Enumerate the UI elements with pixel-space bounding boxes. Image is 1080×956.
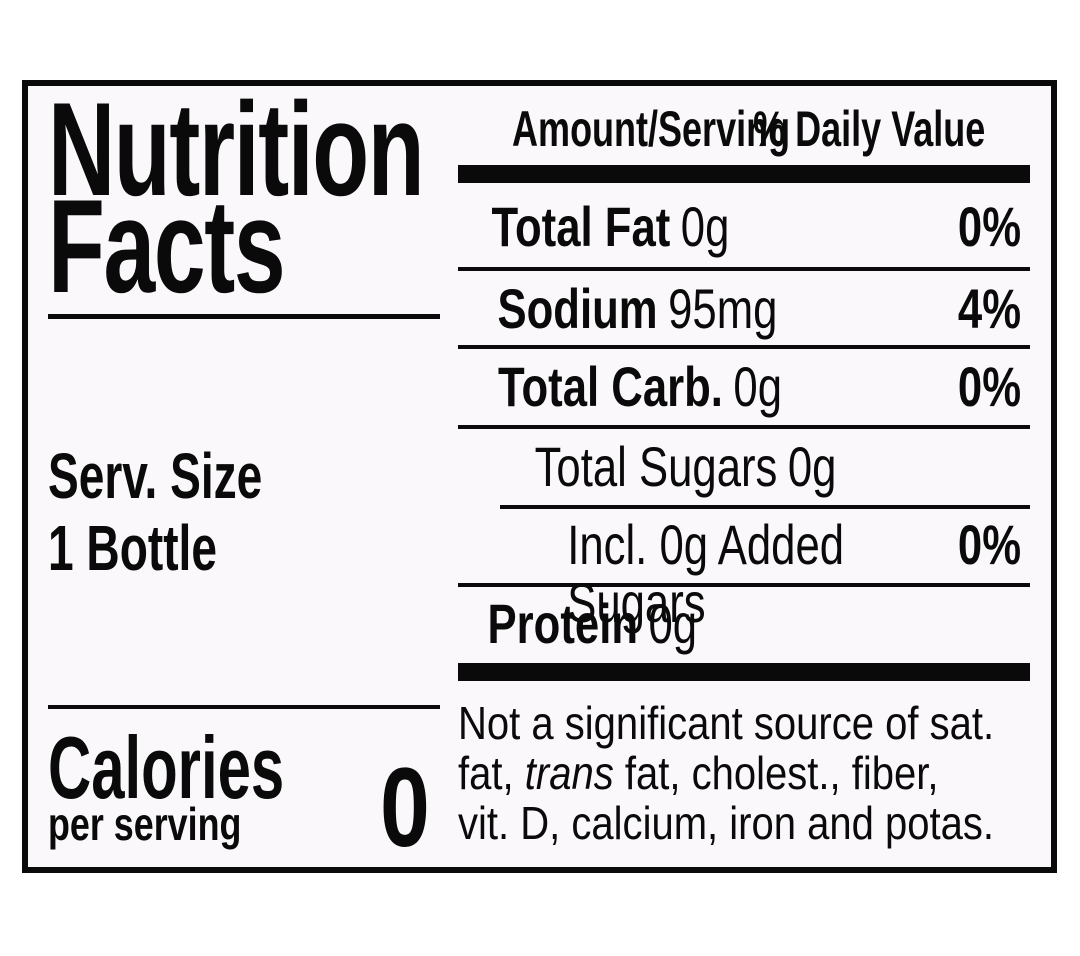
- calories-per-serving-label: per serving: [48, 798, 242, 850]
- nutrient-daily-value: 0%: [957, 513, 1022, 576]
- nutrient-name: Total Sugars: [534, 435, 778, 498]
- nutrients-panel: Amount/Serving % Daily Value Total Fat 0g…: [458, 86, 1030, 867]
- nutrient-amount: 0g: [733, 355, 783, 418]
- nutrient-row-protein: Protein 0g: [458, 595, 1030, 653]
- title-line-2: Facts: [48, 173, 286, 321]
- title-line-1: Nutrition: [48, 76, 425, 224]
- nutrient-amount: 0g: [680, 195, 730, 258]
- nutrient-row-sodium: Sodium 95mg 4%: [458, 280, 1030, 338]
- footnote-line-2: fat, trans fat, cholest., fiber,: [458, 747, 939, 799]
- protein-separator-bar: [458, 663, 1030, 681]
- footnote-line-1: Not a significant source of sat.: [458, 697, 995, 749]
- footnote-italic-trans: trans: [524, 747, 614, 799]
- footnote-line-3: vit. D, calcium, iron and potas.: [458, 797, 995, 849]
- column-header-row: Amount/Serving % Daily Value: [458, 103, 1030, 155]
- nutrient-row-total-sugars: Total Sugars 0g: [458, 438, 1030, 496]
- nutrition-facts-label: Nutrition Facts Serv. Size 1 Bottle Calo…: [22, 80, 1057, 873]
- nutrient-name: Protein: [487, 592, 639, 655]
- nutrient-name: Sodium: [497, 277, 658, 340]
- title-underline: [48, 314, 440, 319]
- added-sugars-divider: [500, 505, 1030, 509]
- row-divider: [458, 345, 1030, 349]
- footnote: Not a significant source of sat. fat, tr…: [458, 698, 1030, 848]
- label-title: Nutrition Facts: [48, 76, 584, 321]
- nutrient-daily-value: 4%: [957, 277, 1022, 340]
- column-header-amount: Amount/Serving: [512, 101, 791, 157]
- row-divider: [458, 583, 1030, 587]
- calories-label: Calories: [48, 718, 285, 817]
- nutrient-name: Total Carb.: [498, 355, 723, 418]
- nutrient-amount: 95mg: [668, 277, 778, 340]
- column-header-daily-value: % Daily Value: [752, 101, 985, 157]
- row-divider: [458, 425, 1030, 429]
- nutrient-row-added-sugars: Incl. 0g Added Sugars 0%: [458, 513, 1030, 632]
- nutrient-row-total-fat: Total Fat 0g 0%: [458, 198, 1030, 256]
- nutrient-amount: 0g: [648, 592, 698, 655]
- serving-size-label: Serv. Size: [48, 440, 263, 512]
- nutrient-amount: 0g: [787, 435, 837, 498]
- calories-divider: [48, 705, 440, 709]
- nutrient-daily-value: 0%: [957, 195, 1022, 258]
- serving-size: Serv. Size 1 Bottle: [48, 440, 346, 584]
- calories-value: 0: [380, 745, 430, 870]
- row-divider: [458, 267, 1030, 271]
- nutrient-daily-value: 0%: [957, 355, 1022, 418]
- nutrient-name: Total Fat: [491, 195, 671, 258]
- nutrient-row-total-carb: Total Carb. 0g 0%: [458, 358, 1030, 416]
- serving-size-value: 1 Bottle: [48, 512, 217, 584]
- header-separator-bar: [458, 165, 1030, 183]
